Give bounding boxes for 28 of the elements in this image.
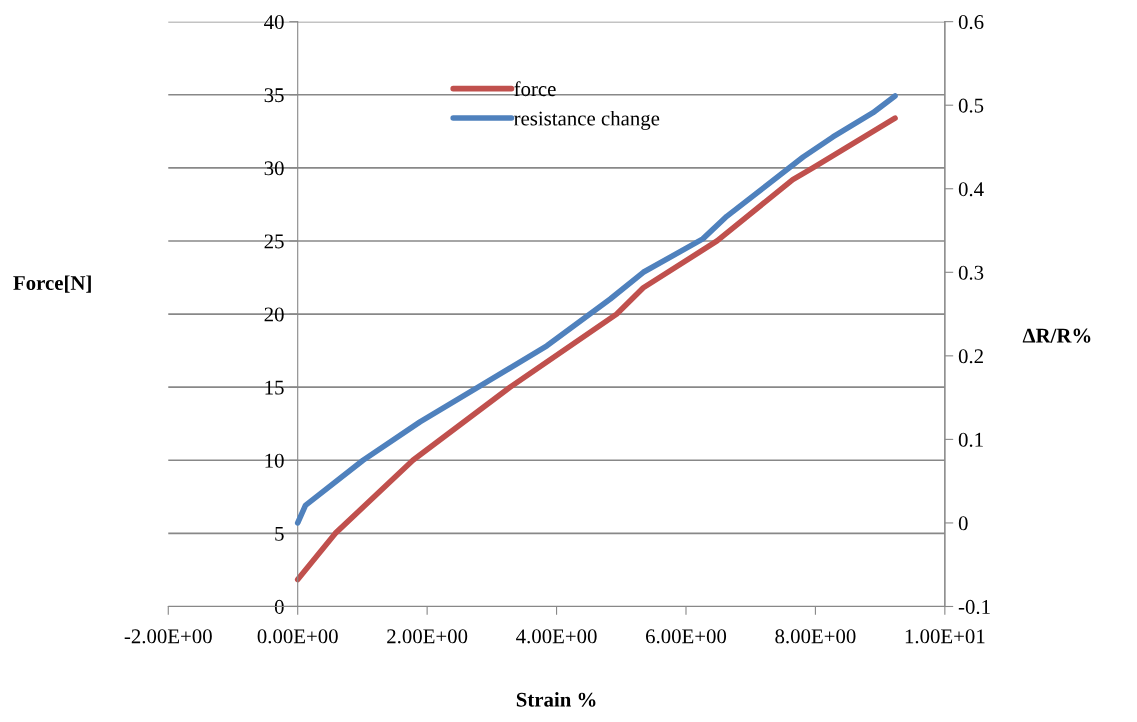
x-tick-label: -2.00E+00 [124,629,212,644]
y-axis-title: Force[N] [13,275,91,293]
x-axis-title: Strain % [516,692,596,707]
x-tick-label: 6.00E+00 [646,629,727,644]
x-tick-label: 8.00E+00 [775,629,856,644]
legend-label: resistance change [514,110,660,130]
y2-tick-label: 0.5 [958,98,984,113]
y2-tick-label: 0.4 [958,182,984,197]
x-tick-label: 4.00E+00 [516,629,597,644]
y2-tick-label: -0.1 [958,599,990,614]
y-tick-label: 30 [264,161,284,176]
y-tick-label: 35 [264,88,284,103]
legend-label: force [514,81,556,97]
x-tick-label: 2.00E+00 [387,629,468,644]
y2-tick-label: 0.1 [958,432,983,447]
y-tick-label: 15 [265,380,284,395]
y2-axis-title: ΔR/R% [1022,328,1091,343]
y-tick-label: 20 [264,307,284,322]
y-tick-label: 5 [275,526,284,541]
y-tick-label: 10 [265,453,284,468]
y2-tick-label: 0.3 [958,265,984,280]
x-tick-label: 0.00E+00 [257,629,338,644]
x-tick-label: 1.00E+01 [905,629,985,644]
y2-tick-label: 0 [958,516,968,531]
y2-tick-label: 0.6 [958,15,984,30]
y-tick-label: 40 [264,15,284,30]
y2-tick-label: 0.2 [958,349,983,364]
y-tick-label: 25 [264,234,284,249]
